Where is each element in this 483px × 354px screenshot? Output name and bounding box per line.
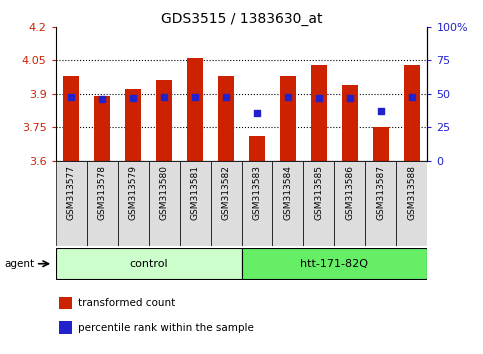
Bar (56, 249, 242, 279)
Bar (180, 161, 211, 246)
Text: GSM313584: GSM313584 (284, 165, 293, 220)
Text: GSM313580: GSM313580 (159, 165, 169, 220)
Bar (63, 76, 79, 161)
Bar (366, 161, 397, 246)
Point (129, 95, 137, 101)
Point (315, 95, 323, 101)
Point (191, 94, 199, 99)
Bar (242, 249, 427, 279)
Bar (280, 76, 296, 161)
Bar (342, 85, 358, 161)
Bar (187, 58, 203, 161)
Bar (86, 161, 117, 246)
Bar (242, 161, 272, 246)
Text: GSM313583: GSM313583 (253, 165, 261, 220)
Text: transformed count: transformed count (78, 298, 175, 308)
Bar (59, 321, 72, 334)
Text: control: control (129, 259, 168, 269)
Point (408, 94, 416, 99)
Bar (373, 127, 389, 161)
Text: GSM313579: GSM313579 (128, 165, 138, 220)
Bar (56, 161, 86, 246)
Text: GDS3515 / 1383630_at: GDS3515 / 1383630_at (161, 12, 322, 27)
Bar (218, 76, 234, 161)
Text: GSM313581: GSM313581 (190, 165, 199, 220)
Point (160, 94, 168, 99)
Text: GSM313577: GSM313577 (67, 165, 75, 220)
Bar (303, 161, 334, 246)
Bar (272, 161, 303, 246)
Text: GSM313578: GSM313578 (98, 165, 107, 220)
Text: GSM313585: GSM313585 (314, 165, 324, 220)
Point (222, 94, 230, 99)
Bar (249, 136, 265, 161)
Bar (397, 161, 427, 246)
Bar (94, 96, 110, 161)
Bar (149, 161, 180, 246)
Bar (211, 161, 242, 246)
Bar (125, 89, 141, 161)
Text: GSM313582: GSM313582 (222, 165, 230, 220)
Bar (311, 65, 327, 161)
Bar (59, 297, 72, 309)
Point (98, 96, 106, 102)
Point (67, 94, 75, 99)
Bar (334, 161, 366, 246)
Point (253, 110, 261, 115)
Point (284, 94, 292, 99)
Bar (156, 80, 172, 161)
Text: GSM313588: GSM313588 (408, 165, 416, 220)
Text: htt-171-82Q: htt-171-82Q (300, 259, 369, 269)
Text: GSM313586: GSM313586 (345, 165, 355, 220)
Point (377, 108, 385, 114)
Bar (117, 161, 149, 246)
Bar (404, 65, 420, 161)
Point (346, 95, 354, 101)
Text: GSM313587: GSM313587 (376, 165, 385, 220)
Text: agent: agent (5, 259, 35, 269)
Text: percentile rank within the sample: percentile rank within the sample (78, 322, 254, 333)
